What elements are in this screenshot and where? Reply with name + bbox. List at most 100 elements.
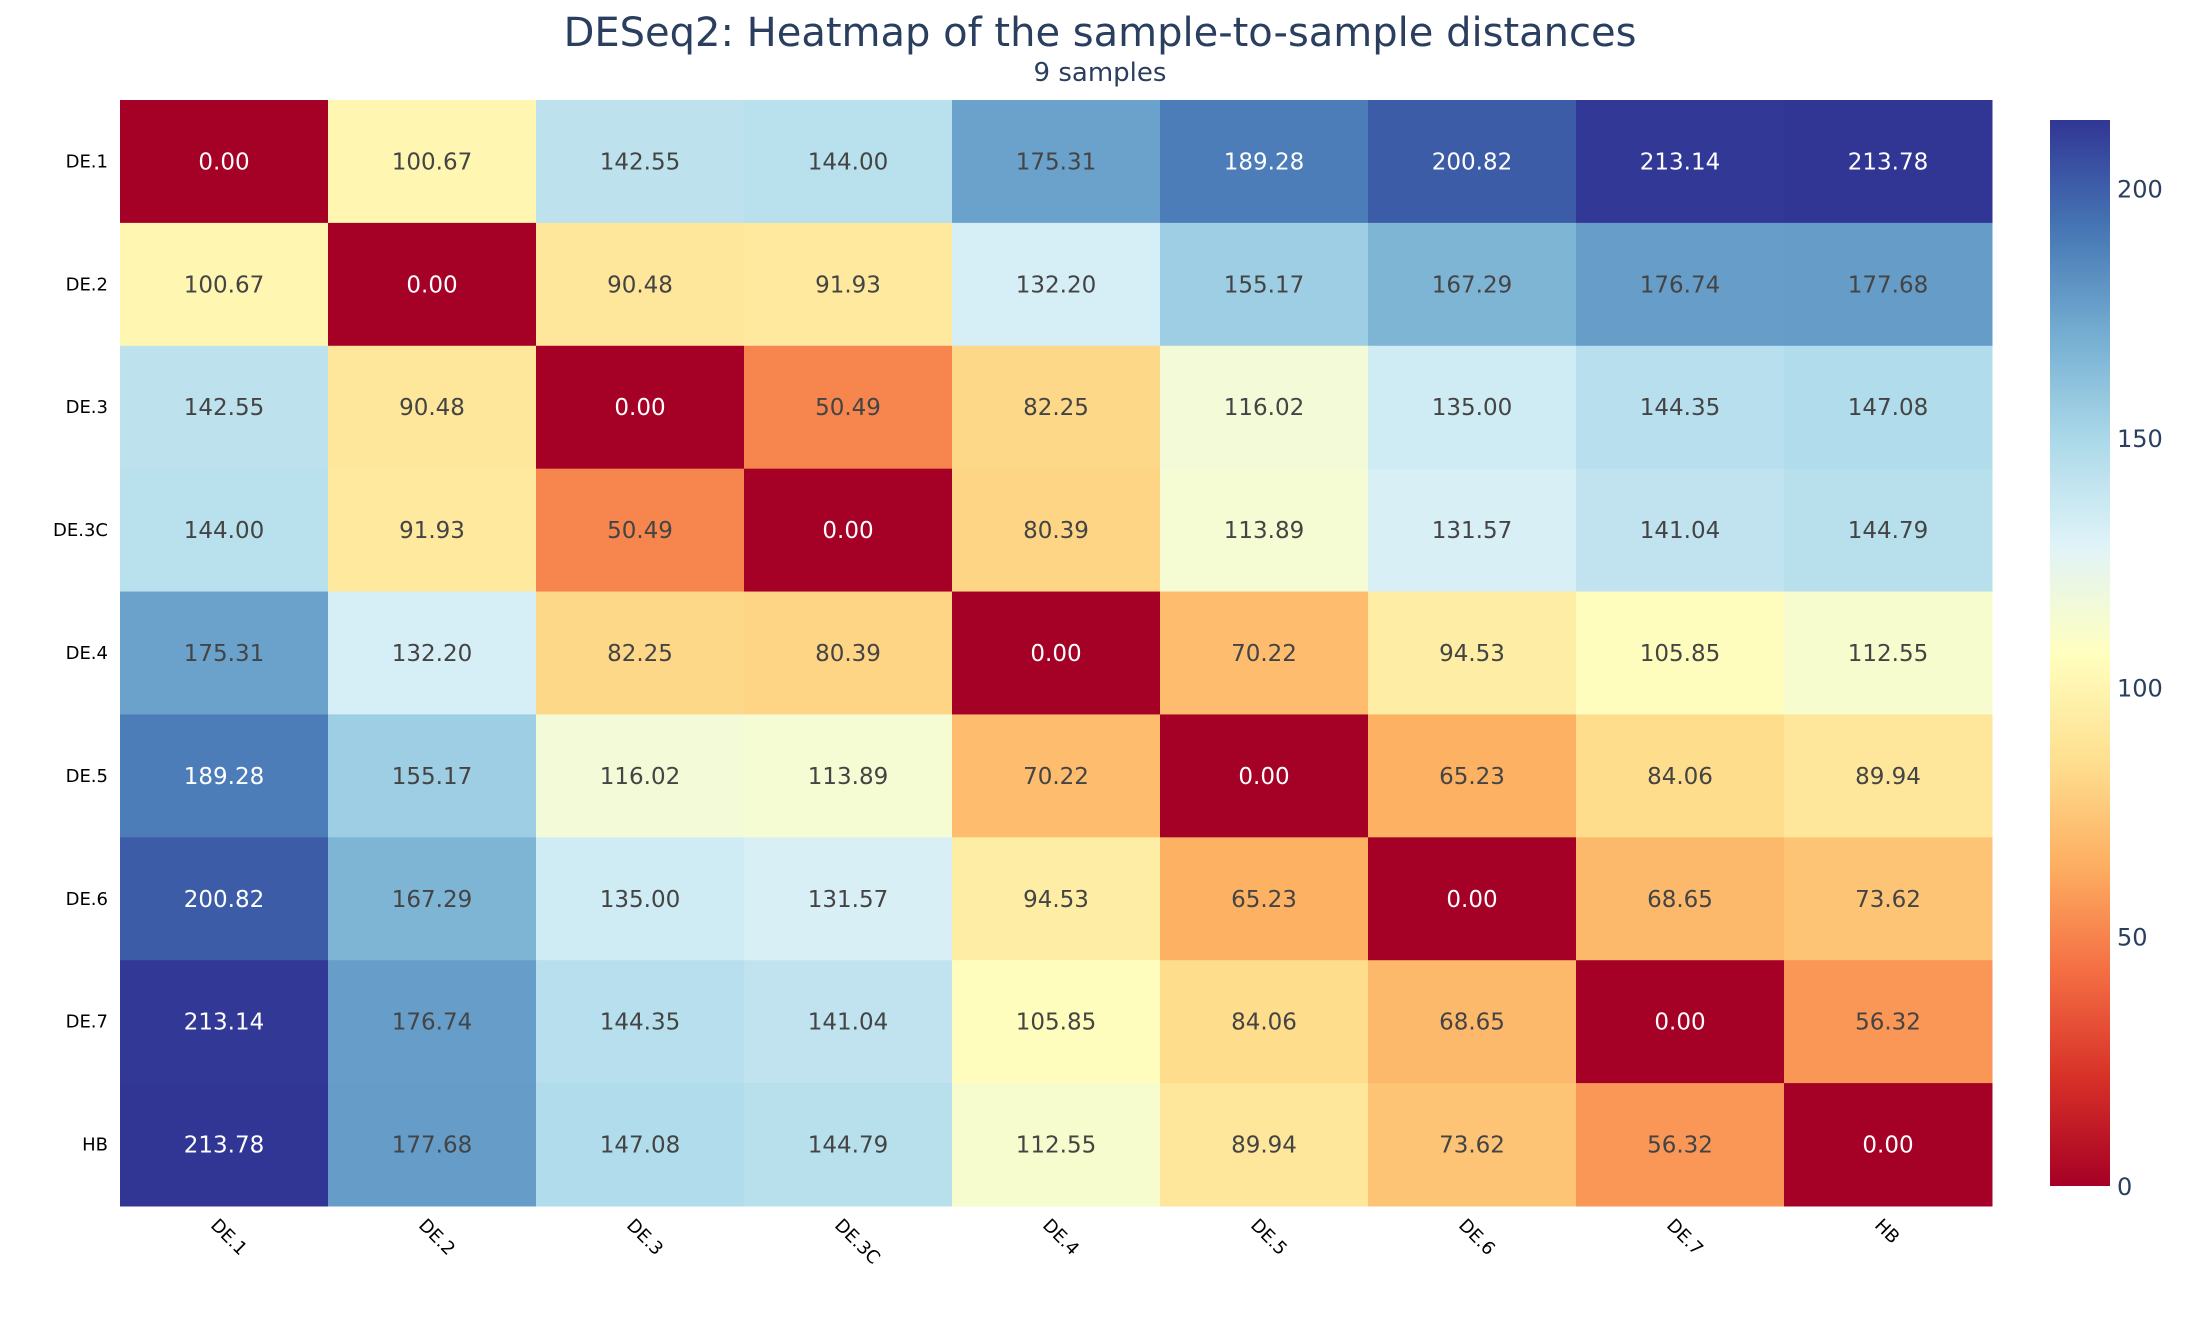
heatmap-cell — [1784, 1083, 1993, 1207]
cell-value-label: 147.08 — [1848, 395, 1928, 421]
cell-value-label: 70.22 — [1023, 764, 1089, 790]
heatmap-cell — [1160, 960, 1369, 1084]
cell-value-label: 68.65 — [1439, 1010, 1505, 1036]
cell-value-label: 200.82 — [1432, 149, 1512, 175]
heatmap-cell — [1368, 222, 1577, 347]
cell-value-label: 131.57 — [808, 887, 888, 913]
heatmap-cell — [1784, 100, 1993, 224]
cell-value-label: 94.53 — [1439, 641, 1505, 667]
cell-value-label: 94.53 — [1023, 887, 1089, 913]
cell-value-label: 213.78 — [1848, 149, 1928, 175]
heatmap-cell — [952, 714, 1161, 838]
y-tick-label: DE.3C — [53, 520, 108, 541]
colorbar-tick-label: 50 — [2117, 924, 2148, 952]
cell-value-label: 73.62 — [1439, 1133, 1505, 1159]
heatmap-cell — [744, 468, 953, 593]
x-tick-label: HB — [1870, 1215, 1903, 1248]
cell-value-label: 144.35 — [600, 1010, 680, 1036]
cell-value-label: 0.00 — [1238, 764, 1289, 790]
x-tick-label: DE.3C — [830, 1215, 884, 1269]
heatmap-cell — [1576, 345, 1785, 470]
cell-value-label: 142.55 — [184, 395, 264, 421]
cell-value-label: 0.00 — [1862, 1133, 1913, 1159]
x-tick-label: DE.3 — [622, 1215, 667, 1260]
cell-value-label: 142.55 — [600, 149, 680, 175]
cell-value-label: 68.65 — [1647, 887, 1713, 913]
heatmap-cell — [1576, 714, 1785, 838]
heatmap-cell — [120, 1083, 329, 1207]
cell-value-label: 155.17 — [392, 764, 472, 790]
heatmap-cell — [1576, 222, 1785, 347]
cell-value-label: 176.74 — [1640, 272, 1720, 298]
heatmap-cell — [1576, 960, 1785, 1084]
heatmap-cell — [744, 714, 953, 838]
colorbar-tick-label: 150 — [2117, 425, 2163, 453]
heatmap-cell — [120, 714, 329, 838]
y-tick-label: DE.2 — [66, 274, 108, 295]
cell-value-label: 0.00 — [1030, 641, 1081, 667]
heatmap-cell — [328, 345, 537, 470]
cell-value-label: 105.85 — [1016, 1010, 1096, 1036]
heatmap-cell — [744, 837, 953, 961]
heatmap-cell — [328, 714, 537, 838]
cell-value-label: 213.78 — [184, 1133, 264, 1159]
cell-value-label: 189.28 — [184, 764, 264, 790]
cell-value-label: 0.00 — [1654, 1010, 1705, 1036]
heatmap-cell — [120, 468, 329, 593]
heatmap-cell — [1368, 1083, 1577, 1207]
heatmap-cell — [952, 345, 1161, 470]
x-tick-label: DE.4 — [1038, 1215, 1083, 1260]
cell-value-label: 50.49 — [815, 395, 881, 421]
heatmap-cells — [120, 100, 1993, 1207]
cell-value-label: 56.32 — [1647, 1133, 1713, 1159]
y-tick-label: HB — [82, 1135, 108, 1156]
heatmap-cell — [536, 100, 745, 224]
cell-value-label: 135.00 — [600, 887, 680, 913]
cell-value-label: 100.67 — [184, 272, 264, 298]
heatmap-cell — [1784, 837, 1993, 961]
heatmap-cell — [952, 837, 1161, 961]
cell-value-label: 91.93 — [815, 272, 881, 298]
cell-value-label: 0.00 — [822, 518, 873, 544]
cell-value-label: 0.00 — [198, 149, 249, 175]
heatmap-cell — [952, 1083, 1161, 1207]
heatmap-cell — [1784, 345, 1993, 470]
cell-value-label: 141.04 — [808, 1010, 888, 1036]
cell-value-label: 175.31 — [184, 641, 264, 667]
heatmap-cell — [1368, 468, 1577, 593]
cell-value-label: 177.68 — [1848, 272, 1928, 298]
cell-value-label: 65.23 — [1231, 887, 1297, 913]
x-tick-label: DE.5 — [1246, 1215, 1291, 1260]
heatmap-cell — [536, 468, 745, 593]
cell-value-label: 80.39 — [1023, 518, 1089, 544]
y-tick-label: DE.6 — [66, 889, 108, 910]
cell-value-label: 144.79 — [808, 1133, 888, 1159]
chart-title: DESeq2: Heatmap of the sample-to-sample … — [563, 10, 1637, 56]
cell-value-label: 84.06 — [1647, 764, 1713, 790]
heatmap-cell — [744, 1083, 953, 1207]
heatmap-cell — [1784, 222, 1993, 347]
heatmap-cell — [744, 591, 953, 715]
heatmap-cell — [328, 960, 537, 1084]
heatmap-cell — [1368, 837, 1577, 961]
heatmap-cell — [1784, 714, 1993, 838]
heatmap-cell — [1160, 222, 1369, 347]
cell-value-label: 56.32 — [1855, 1010, 1921, 1036]
cell-value-label: 132.20 — [392, 641, 472, 667]
cell-value-label: 90.48 — [607, 272, 673, 298]
x-tick-label: DE.7 — [1662, 1215, 1707, 1260]
cell-value-label: 144.00 — [184, 518, 264, 544]
heatmap-cell — [1160, 591, 1369, 715]
heatmap-cell — [1160, 100, 1369, 224]
heatmap-cell — [536, 714, 745, 838]
heatmap-cell — [952, 222, 1161, 347]
y-tick-label: DE.1 — [66, 151, 108, 172]
x-tick-label: DE.1 — [206, 1215, 251, 1260]
cell-value-label: 89.94 — [1855, 764, 1921, 790]
cell-value-label: 147.08 — [600, 1133, 680, 1159]
heatmap-cell — [1576, 837, 1785, 961]
y-tick-label: DE.7 — [66, 1012, 108, 1033]
cell-value-label: 144.79 — [1848, 518, 1928, 544]
heatmap-cell — [120, 100, 329, 224]
heatmap-cell — [1576, 1083, 1785, 1207]
